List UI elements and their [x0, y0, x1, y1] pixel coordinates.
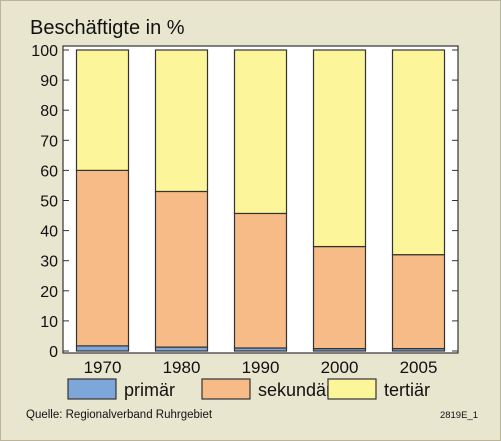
bar-tertiär-1980 [154, 49, 209, 193]
y-tick-label: 50 [40, 194, 58, 211]
bar-sekundär-1970 [75, 169, 130, 347]
bar-sekundär-1980 [154, 190, 209, 348]
legend-swatch-tertiär [327, 378, 377, 400]
y-tick-label: 100 [31, 43, 58, 60]
bar-primär-1970 [75, 345, 130, 352]
legend-label: tertiär [384, 380, 430, 400]
legend-label: primär [124, 380, 175, 400]
y-tick-label: 40 [40, 224, 58, 241]
x-tick-label: 1980 [163, 358, 201, 377]
figure-id: 2819E_1 [440, 410, 478, 421]
x-tick-label: 1990 [242, 358, 280, 377]
x-axis: 1970 1980 1990 2000 2005 [84, 358, 438, 377]
y-tick-label: 30 [40, 254, 58, 271]
legend-label: sekundär [258, 380, 332, 400]
legend: primär sekundär tertiär [67, 378, 430, 400]
bar-tertiär-2005 [391, 49, 446, 256]
bar-sekundär-2005 [391, 254, 446, 350]
legend-swatch-sekundär [201, 378, 251, 400]
bar-sekundär-2000 [312, 245, 367, 350]
y-tick-label: 80 [40, 103, 58, 120]
y-tick-label: 60 [40, 163, 58, 180]
bar-tertiär-1990 [233, 49, 288, 215]
y-tick-label: 0 [49, 344, 58, 361]
y-axis: 0 10 20 30 40 50 60 70 80 90 100 [31, 43, 458, 361]
y-tick-label: 90 [40, 73, 58, 90]
y-tick-label: 10 [40, 314, 58, 331]
bars [75, 49, 446, 352]
chart-title: Beschäftigte in % [30, 17, 185, 39]
legend-swatch-primär [67, 378, 117, 400]
bar-sekundär-1990 [233, 212, 288, 349]
x-tick-label: 2005 [400, 358, 438, 377]
x-tick-label: 1970 [84, 358, 122, 377]
x-tick-label: 2000 [321, 358, 359, 377]
bar-tertiär-1970 [75, 49, 130, 172]
bar-tertiär-2000 [312, 49, 367, 248]
source-note: Quelle: Regionalverband Ruhrgebiet [26, 409, 213, 421]
y-tick-label: 70 [40, 133, 58, 150]
y-tick-label: 20 [40, 284, 58, 301]
